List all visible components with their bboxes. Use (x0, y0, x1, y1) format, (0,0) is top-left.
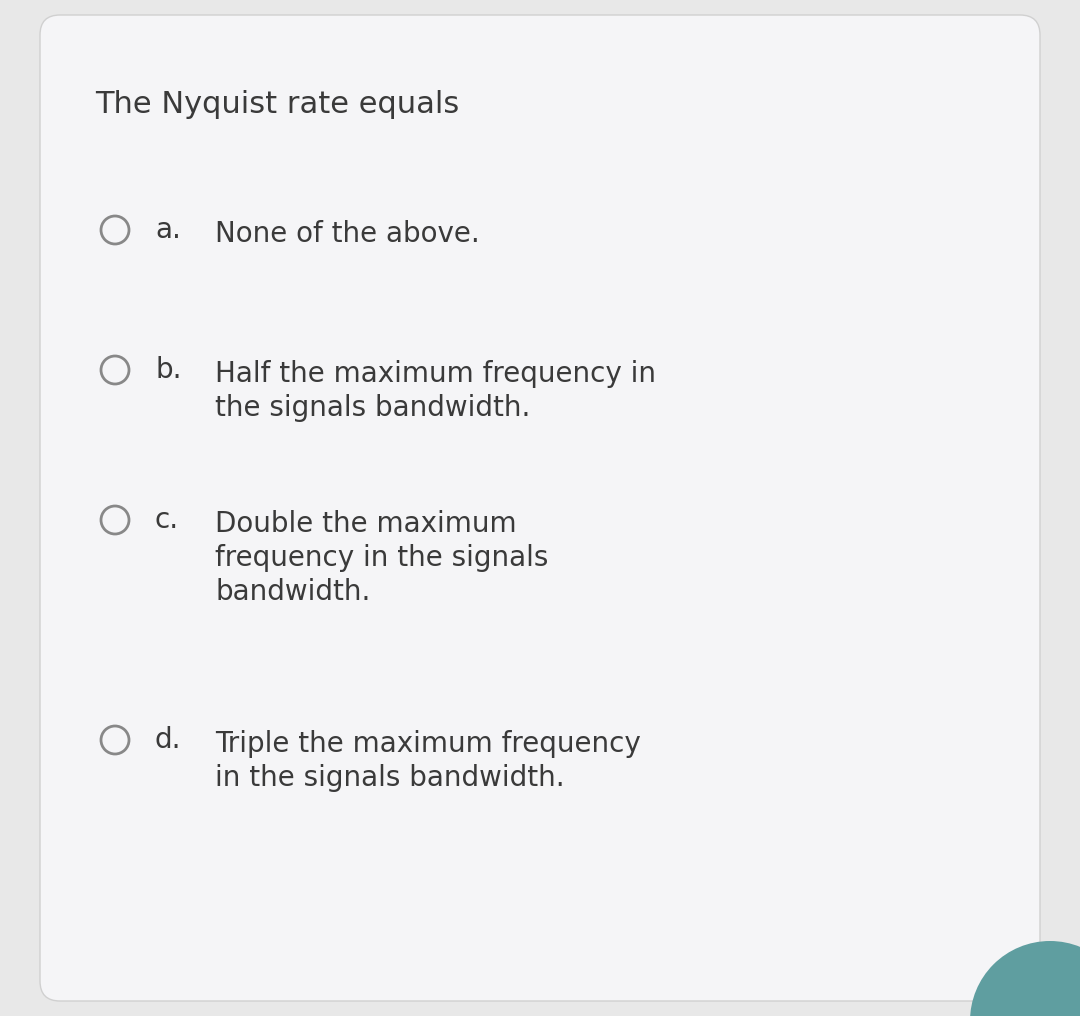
Text: b.: b. (156, 356, 181, 384)
Text: d.: d. (156, 726, 181, 754)
Circle shape (102, 356, 129, 384)
Circle shape (102, 506, 129, 534)
Text: None of the above.: None of the above. (215, 220, 480, 248)
Text: c.: c. (156, 506, 179, 534)
Text: bandwidth.: bandwidth. (215, 578, 370, 606)
Text: frequency in the signals: frequency in the signals (215, 544, 549, 572)
Text: in the signals bandwidth.: in the signals bandwidth. (215, 764, 565, 792)
Text: the signals bandwidth.: the signals bandwidth. (215, 394, 530, 422)
Text: a.: a. (156, 216, 180, 244)
Circle shape (102, 726, 129, 754)
Circle shape (102, 216, 129, 244)
Text: Double the maximum: Double the maximum (215, 510, 516, 538)
Text: The Nyquist rate equals: The Nyquist rate equals (95, 90, 459, 119)
Text: Triple the maximum frequency: Triple the maximum frequency (215, 731, 640, 758)
FancyBboxPatch shape (40, 15, 1040, 1001)
Circle shape (970, 941, 1080, 1016)
Text: Half the maximum frequency in: Half the maximum frequency in (215, 360, 656, 388)
